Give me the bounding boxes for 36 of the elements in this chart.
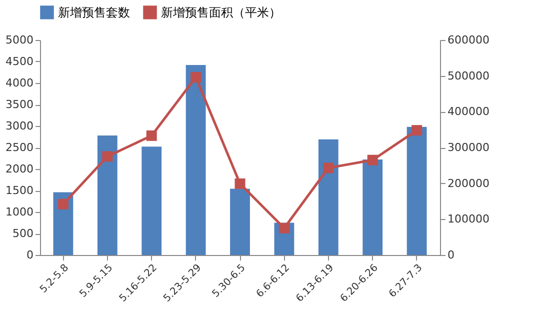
y-tick-label: 2500	[6, 141, 34, 154]
y2-tick-label: 400000	[448, 105, 490, 118]
bar	[318, 139, 338, 255]
y2-tick-label: 300000	[448, 141, 490, 154]
point	[412, 125, 422, 136]
point	[190, 72, 202, 83]
y2-tick-label: 600000	[448, 34, 490, 46]
bar	[186, 64, 206, 255]
y-tick-label: 4000	[6, 76, 34, 90]
point	[323, 162, 334, 174]
y-tick-label: 500	[12, 227, 34, 240]
y-tick-label: 4500	[6, 55, 34, 68]
y2-tick-label: 200000	[448, 176, 490, 190]
point	[367, 154, 378, 166]
legend-label: 新增预售套数	[58, 5, 130, 20]
point	[102, 151, 113, 162]
bar	[97, 135, 118, 255]
bar	[230, 188, 250, 255]
legend-label: 新增预售面积（平米）	[161, 5, 281, 20]
y-tick-label: 3000	[6, 120, 34, 132]
y2-tick-label: 0	[448, 248, 454, 262]
bar	[406, 126, 427, 255]
point	[146, 130, 157, 141]
y-tick-label: 0	[26, 248, 34, 262]
bar	[362, 160, 383, 255]
y-tick-label: 2000	[6, 162, 34, 176]
y2-tick-label: 100000	[448, 212, 490, 226]
point	[234, 178, 246, 189]
bar	[142, 146, 162, 255]
point	[278, 222, 290, 234]
y-tick-label: 1500	[6, 184, 34, 197]
y-tick-label: 1000	[6, 206, 34, 218]
y-tick-label: 5000	[6, 34, 34, 46]
point	[58, 198, 68, 210]
y2-tick-label: 500000	[448, 69, 490, 82]
y-tick-label: 3500	[6, 98, 34, 111]
